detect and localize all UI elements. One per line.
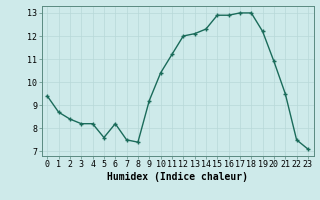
- X-axis label: Humidex (Indice chaleur): Humidex (Indice chaleur): [107, 172, 248, 182]
